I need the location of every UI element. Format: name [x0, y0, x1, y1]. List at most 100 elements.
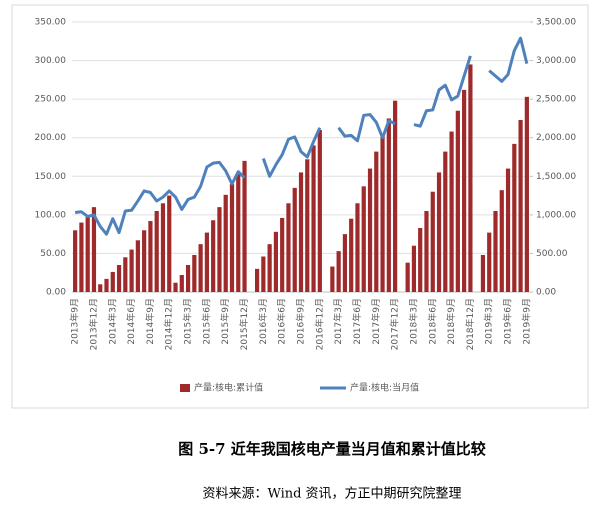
bar [185, 265, 191, 292]
bar [123, 257, 128, 292]
y2-tick-label: 500.00 [536, 249, 568, 259]
bar [355, 203, 360, 292]
bar [443, 151, 448, 292]
bar [374, 151, 379, 292]
bar [436, 172, 442, 292]
bar [336, 251, 341, 292]
bar [286, 203, 291, 292]
bar [204, 232, 209, 292]
bar [167, 195, 172, 292]
bar [342, 234, 348, 292]
y-tick-label: 150.00 [35, 172, 67, 182]
y2-tick-label: 1,000.00 [536, 210, 576, 220]
bar [292, 187, 297, 292]
bar [468, 64, 473, 292]
bar [116, 265, 122, 292]
bar [487, 232, 492, 292]
x-tick-label: 2016年6月 [276, 298, 288, 345]
bar [305, 159, 310, 292]
bar [411, 245, 417, 292]
legend-swatch [180, 384, 190, 392]
y2-tick-label: 0.00 [536, 288, 556, 298]
y2-tick-label: 3,000.00 [536, 56, 576, 66]
y-tick-label: 300.00 [35, 56, 67, 66]
x-tick-label: 2014年3月 [106, 298, 118, 345]
bar [85, 217, 90, 292]
source-note: 资料来源：Wind 资讯，方正中期研究院整理 [202, 486, 461, 502]
y-tick-label: 100.00 [35, 210, 67, 220]
y-tick-label: 250.00 [35, 95, 67, 105]
bar [242, 160, 247, 292]
bar [455, 110, 460, 292]
bar [236, 172, 241, 292]
bar [91, 207, 97, 292]
bar [79, 222, 84, 292]
y2-tick-label: 1,500.00 [536, 172, 576, 182]
bar [380, 133, 385, 292]
bar [135, 240, 140, 292]
bar [430, 191, 435, 292]
x-tick-label: 2013年9月 [69, 298, 81, 345]
x-tick-label: 2019年6月 [502, 298, 514, 345]
bar [129, 249, 134, 292]
x-tick-label: 2015年12月 [238, 298, 250, 350]
bar [254, 268, 260, 292]
x-tick-label: 2013年12月 [87, 298, 99, 350]
x-tick-label: 2018年3月 [407, 298, 419, 345]
legend-label: 产量:核电:累计值 [194, 382, 263, 394]
bar [330, 266, 335, 292]
y-tick-label: 0.00 [46, 288, 66, 298]
bar [505, 168, 511, 292]
x-tick-label: 2016年3月 [257, 298, 269, 345]
bar [462, 89, 467, 292]
bar [267, 244, 272, 292]
bar [154, 211, 159, 292]
line [74, 36, 529, 236]
figure-caption: 图 5-7 近年我国核电产量当月值和累计值比较 [178, 440, 486, 458]
bar [98, 284, 103, 292]
bar [280, 217, 285, 292]
bar [73, 230, 78, 292]
bar [110, 271, 115, 292]
x-tick-label: 2017年12月 [389, 298, 401, 350]
bar [160, 203, 166, 292]
x-tick-label: 2015年6月 [200, 298, 212, 345]
y-tick-label: 200.00 [35, 133, 67, 143]
bar [424, 211, 429, 292]
bar [179, 275, 184, 292]
x-tick-label: 2019年9月 [520, 298, 532, 345]
x-tick-label: 2019年3月 [483, 298, 495, 345]
bar [499, 190, 504, 292]
bar [512, 143, 517, 292]
bar [386, 118, 391, 292]
bar [148, 221, 153, 292]
bar [173, 282, 178, 292]
bar [418, 227, 423, 292]
bar [223, 194, 228, 292]
legend-label: 产量:核电:当月值 [350, 382, 419, 394]
y2-tick-label: 2,500.00 [536, 95, 576, 105]
bar [298, 172, 304, 292]
bar [367, 168, 373, 292]
x-tick-label: 2014年6月 [125, 298, 137, 345]
bar [405, 262, 410, 292]
bar [261, 256, 266, 292]
x-tick-label: 2018年9月 [445, 298, 457, 345]
y-tick-label: 50.00 [40, 249, 66, 259]
bar [229, 184, 235, 292]
x-tick-label: 2016年9月 [295, 298, 307, 345]
bar [142, 230, 147, 292]
bar [317, 130, 322, 292]
x-tick-label: 2014年12月 [163, 298, 175, 350]
bar [104, 278, 109, 292]
x-tick-label: 2014年9月 [144, 298, 156, 345]
bar [217, 207, 222, 292]
bar [524, 96, 529, 292]
y2-tick-label: 2,000.00 [536, 133, 576, 143]
x-tick-label: 2015年9月 [219, 298, 231, 345]
bar [192, 254, 197, 292]
bar [393, 100, 398, 292]
bar [518, 119, 523, 292]
y2-tick-label: 3,500.00 [536, 18, 576, 28]
